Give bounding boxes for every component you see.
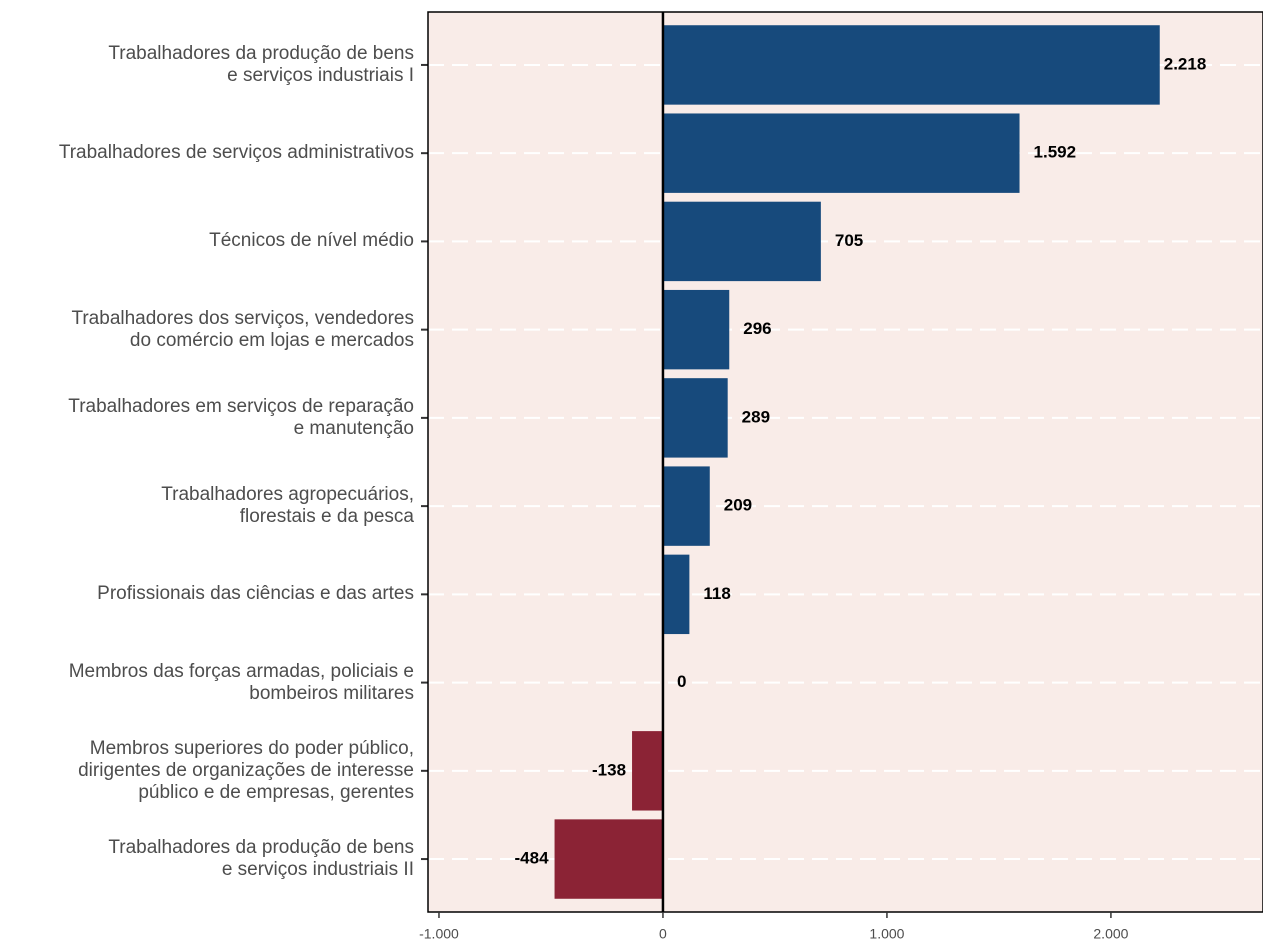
x-tick-label: -1.000 <box>419 926 459 942</box>
bar <box>662 466 710 546</box>
bar <box>554 819 663 899</box>
data-label: -138 <box>592 760 626 779</box>
data-label: 289 <box>742 407 770 426</box>
bar <box>662 554 690 635</box>
bar <box>662 201 821 282</box>
y-tick-label: Trabalhadores de serviços administrativo… <box>58 142 414 164</box>
bar <box>662 113 1020 193</box>
bar <box>632 731 663 811</box>
y-tick-label: Profissionais das ciências e das artes <box>97 583 414 605</box>
data-label: 1.592 <box>1034 143 1077 162</box>
data-label: -484 <box>515 849 550 868</box>
y-tick-label: Trabalhadores agropecuários, florestais … <box>161 484 414 528</box>
x-tick-label: 1.000 <box>869 926 904 942</box>
y-tick-label: Trabalhadores em serviços de reparação e… <box>68 395 414 439</box>
data-label: 118 <box>703 584 730 603</box>
y-tick-label: Membros superiores do poder público, dir… <box>78 737 414 803</box>
data-label: 296 <box>743 319 771 338</box>
bar <box>662 289 730 370</box>
data-label: 2.218 <box>1164 54 1207 73</box>
data-label: 209 <box>724 496 752 515</box>
panel-border <box>427 11 1263 913</box>
data-label: 0 <box>677 672 686 691</box>
bar <box>662 378 728 458</box>
y-tick-label: Trabalhadores da produção de bens e serv… <box>108 42 414 86</box>
y-tick-label: Trabalhadores dos serviços, vendedores d… <box>71 307 414 351</box>
data-label: 705 <box>835 231 863 250</box>
x-tick-label: 0 <box>659 926 667 942</box>
y-tick-label: Membros das forças armadas, policiais e … <box>68 660 414 704</box>
bar <box>662 25 1160 105</box>
y-tick-label: Técnicos de nível médio <box>209 230 414 252</box>
y-tick-label: Trabalhadores da produção de bens e serv… <box>108 837 414 881</box>
x-tick-label: 2.000 <box>1093 926 1128 942</box>
